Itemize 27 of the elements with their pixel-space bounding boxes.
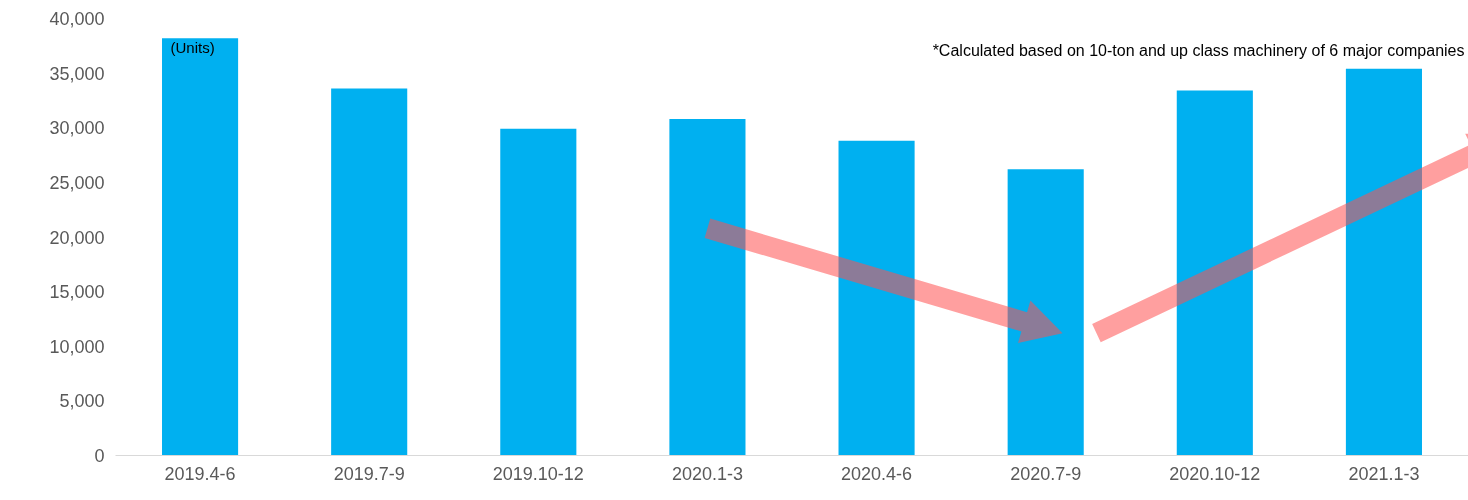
bar: [1345, 68, 1422, 456]
bar: [1007, 169, 1084, 456]
bar: [1176, 90, 1253, 456]
bar: [500, 128, 577, 456]
y-tick-label: 35,000: [49, 63, 105, 84]
x-tick-label: 2020.7-9: [1010, 463, 1082, 484]
y-tick-label: 10,000: [49, 336, 105, 357]
x-tick-label: 2019.7-9: [333, 463, 405, 484]
y-tick-label: 20,000: [49, 227, 105, 248]
y-tick-label: 5,000: [59, 391, 105, 412]
y-tick-label: 30,000: [49, 118, 105, 139]
x-tick-label: 2021.1-3: [1348, 463, 1420, 484]
x-tick-label: 2020.4-6: [841, 463, 913, 484]
x-tick-label: 2019.10-12: [492, 463, 584, 484]
bar: [331, 88, 408, 456]
bar: [669, 119, 746, 456]
bar: [162, 38, 239, 456]
x-tick-label: 2020.1-3: [671, 463, 743, 484]
x-tick-label: 2020.10-12: [1169, 463, 1261, 484]
annotation: *Calculated based on 10-ton and up class machinery of 6 major companies: [932, 41, 1465, 59]
y-tick-label: 0: [94, 446, 105, 466]
y-tick-label: 15,000: [49, 282, 105, 303]
bar: [838, 140, 915, 456]
y-axis-title: (Units): [170, 38, 215, 56]
x-tick-label: 2019.4-6: [164, 463, 236, 484]
y-tick-label: 40,000: [49, 9, 105, 29]
y-tick-label: 25,000: [49, 172, 105, 193]
